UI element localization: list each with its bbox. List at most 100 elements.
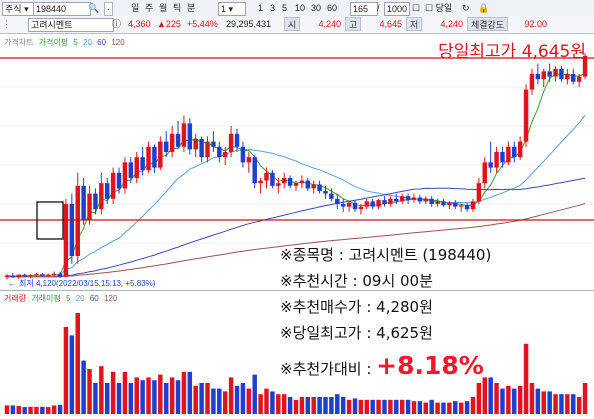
volume-bar bbox=[252, 374, 257, 414]
candle-body bbox=[476, 183, 482, 202]
minute-3[interactable]: 3 bbox=[270, 3, 276, 13]
strength-label: 체결강도 bbox=[467, 17, 509, 31]
volume-bar bbox=[234, 385, 240, 414]
candle-body bbox=[187, 123, 193, 150]
candle-body bbox=[75, 185, 80, 256]
candle-body bbox=[222, 152, 228, 158]
strength-value: 92.00 bbox=[524, 19, 547, 29]
count-a-input[interactable]: 165 bbox=[350, 2, 378, 16]
volume-bar bbox=[447, 402, 452, 414]
minute-10[interactable]: 10 bbox=[295, 3, 306, 13]
stock-info-button[interactable]: · bbox=[104, 2, 113, 16]
open-price: 4,240 bbox=[318, 19, 341, 29]
candle-body bbox=[482, 162, 488, 184]
info-recommend-price: ※추천매수가 : 4,280원 bbox=[280, 298, 433, 316]
candle-body bbox=[340, 204, 346, 207]
volume-bar bbox=[246, 388, 252, 414]
volume-bar bbox=[394, 399, 399, 414]
low-annotation: ← 최저 4,120(2022/03/15,15:13, +5.83%) bbox=[8, 279, 156, 288]
candle-body bbox=[317, 184, 322, 191]
volume-bar bbox=[10, 405, 16, 414]
code-input[interactable]: 198440 bbox=[33, 2, 91, 16]
candle-body bbox=[576, 76, 582, 82]
period-week[interactable]: 주 bbox=[145, 3, 154, 13]
volume-bar bbox=[116, 383, 122, 414]
volume-legend-tag: 거래량 bbox=[4, 294, 27, 303]
volume-bar bbox=[435, 402, 440, 414]
candle-body bbox=[494, 152, 499, 168]
candle-body bbox=[488, 162, 493, 168]
period-month[interactable]: 월 bbox=[159, 3, 168, 13]
info-recommend-time: ※추천시간 : 09시 00분 bbox=[280, 272, 433, 290]
candle-body bbox=[329, 193, 334, 199]
current-price: 4,360 bbox=[128, 19, 151, 29]
volume-bar bbox=[364, 399, 370, 414]
candle-body bbox=[335, 198, 340, 204]
period-minute[interactable]: 분 bbox=[187, 3, 196, 13]
refresh-icon[interactable]: ↻ bbox=[462, 3, 470, 13]
slash-label: / bbox=[377, 3, 380, 13]
count-b-input[interactable]: 1000 bbox=[384, 2, 410, 16]
candle-body bbox=[46, 274, 51, 276]
period-tick[interactable]: 틱 bbox=[173, 3, 182, 13]
today-checkbox[interactable]: ☐ 당일 bbox=[425, 3, 453, 13]
info-icon[interactable]: ⓘ bbox=[112, 19, 122, 29]
period-day[interactable]: 일 bbox=[131, 3, 140, 13]
info-stock-name: ※종목명 : 고려시멘트 (198440) bbox=[280, 246, 492, 264]
candle-body bbox=[134, 157, 139, 178]
minute-30[interactable]: 30 bbox=[311, 3, 322, 13]
info-today-high: ※당일최고가 : 4,625원 bbox=[280, 324, 433, 342]
candle-body bbox=[535, 74, 541, 80]
candle-body bbox=[252, 157, 257, 184]
candle-body bbox=[116, 172, 122, 189]
stock-name: 고려시멘트 bbox=[28, 18, 114, 32]
volume-bar bbox=[453, 401, 458, 414]
minute-5[interactable]: 5 bbox=[282, 3, 288, 13]
volume-bar bbox=[104, 383, 110, 414]
volume-bar bbox=[417, 401, 423, 414]
volume-bar bbox=[423, 402, 429, 414]
candle-body bbox=[28, 275, 33, 277]
info-return: ※추천가대비 : +8.18% bbox=[280, 346, 580, 386]
lock-icon[interactable]: 🔒 bbox=[478, 3, 490, 13]
volume-bar bbox=[399, 399, 405, 414]
volume-bar bbox=[293, 399, 299, 414]
candle-body bbox=[10, 275, 16, 277]
candle-body bbox=[429, 198, 434, 204]
top-toolbar: 주식 ▾ 198440 🔍 · 일 주 월 틱 분 1 ▾ 1 3 5 10 3… bbox=[0, 0, 594, 17]
minute-1[interactable]: 1 bbox=[258, 3, 264, 13]
legend-ma5: 5 bbox=[73, 38, 78, 47]
market-select[interactable]: 주식 ▾ bbox=[2, 2, 34, 16]
volume-bar bbox=[51, 405, 57, 414]
legend-ma-label: 가격이평 bbox=[38, 38, 69, 47]
trade-button[interactable]: ⋮ bbox=[2, 19, 11, 29]
volume-bar bbox=[559, 394, 564, 414]
volume-bar bbox=[205, 383, 210, 414]
volume-bar bbox=[388, 399, 393, 414]
volume-bar bbox=[547, 391, 552, 414]
volume-bar bbox=[169, 377, 175, 414]
volume-bar bbox=[571, 394, 576, 414]
price-legend: 가격차트 가격이평 5 20 60 120 bbox=[4, 37, 128, 48]
candle-body bbox=[287, 178, 293, 186]
candle-body bbox=[458, 205, 464, 207]
volume-bar bbox=[175, 380, 181, 414]
volume-bar bbox=[476, 383, 482, 414]
volume-bar bbox=[158, 374, 163, 414]
candle-body bbox=[270, 172, 275, 186]
volume-legend-ma120: 120 bbox=[103, 294, 118, 303]
candle-body bbox=[122, 162, 128, 189]
candle-body bbox=[217, 146, 222, 158]
volume-bar bbox=[346, 399, 352, 414]
candle-body bbox=[529, 74, 535, 90]
volume-bar bbox=[565, 394, 570, 414]
candle-body bbox=[205, 141, 210, 158]
recommendation-panel: ※종목명 : 고려시멘트 (198440) ※추천시간 : 09시 00분 ※추… bbox=[280, 242, 580, 386]
volume-bar bbox=[405, 399, 411, 414]
candle-body bbox=[523, 89, 529, 142]
chart-checkbox[interactable]: ☐ bbox=[412, 3, 421, 13]
period-value-select[interactable]: 1 ▾ bbox=[218, 2, 246, 16]
minute-60[interactable]: 60 bbox=[327, 3, 338, 13]
search-icon[interactable]: 🔍 bbox=[88, 3, 100, 13]
candle-body bbox=[405, 196, 411, 201]
